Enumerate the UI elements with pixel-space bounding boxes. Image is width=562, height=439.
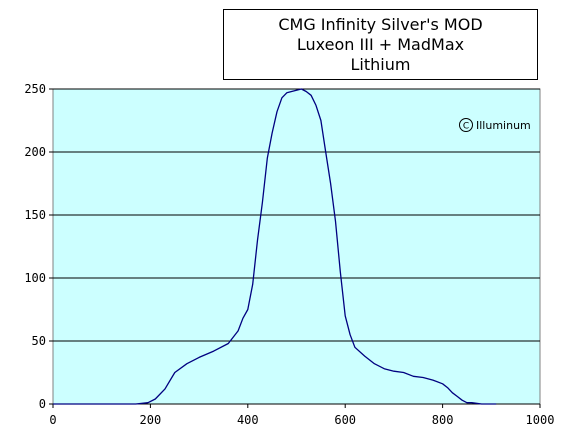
chart-title-line-3: Lithium <box>350 54 411 74</box>
x-tick-label: 600 <box>334 413 356 427</box>
y-tick-label: 200 <box>24 145 46 159</box>
x-tick-label: 200 <box>140 413 162 427</box>
y-axis-ticks: 0 50 100 150 200 250 <box>24 82 53 411</box>
watermark-text: Illuminum <box>476 119 531 132</box>
chart-title-line-1: CMG Infinity Silver's MOD <box>278 14 483 34</box>
y-tick-label: 250 <box>24 82 46 96</box>
chart-title-box: CMG Infinity Silver's MOD Luxeon III + M… <box>223 9 538 80</box>
y-tick-label: 0 <box>39 397 46 411</box>
plot-area <box>52 88 541 405</box>
x-tick-label: 0 <box>49 413 56 427</box>
series-line <box>53 88 497 405</box>
copyright-icon <box>459 118 473 132</box>
y-tick-label: 150 <box>24 208 46 222</box>
y-tick-label: 100 <box>24 271 46 285</box>
watermark: C Illuminum <box>459 118 531 132</box>
y-tick-label: 50 <box>32 334 46 348</box>
x-tick-label: 1000 <box>526 413 555 427</box>
copyright-icon-glyph: C <box>463 122 469 132</box>
x-tick-label: 800 <box>432 413 454 427</box>
chart-title-line-2: Luxeon III + MadMax <box>296 34 465 54</box>
x-tick-label: 400 <box>237 413 259 427</box>
x-axis-ticks: 0 200 400 600 800 1000 <box>49 403 555 427</box>
gridlines <box>53 88 540 342</box>
